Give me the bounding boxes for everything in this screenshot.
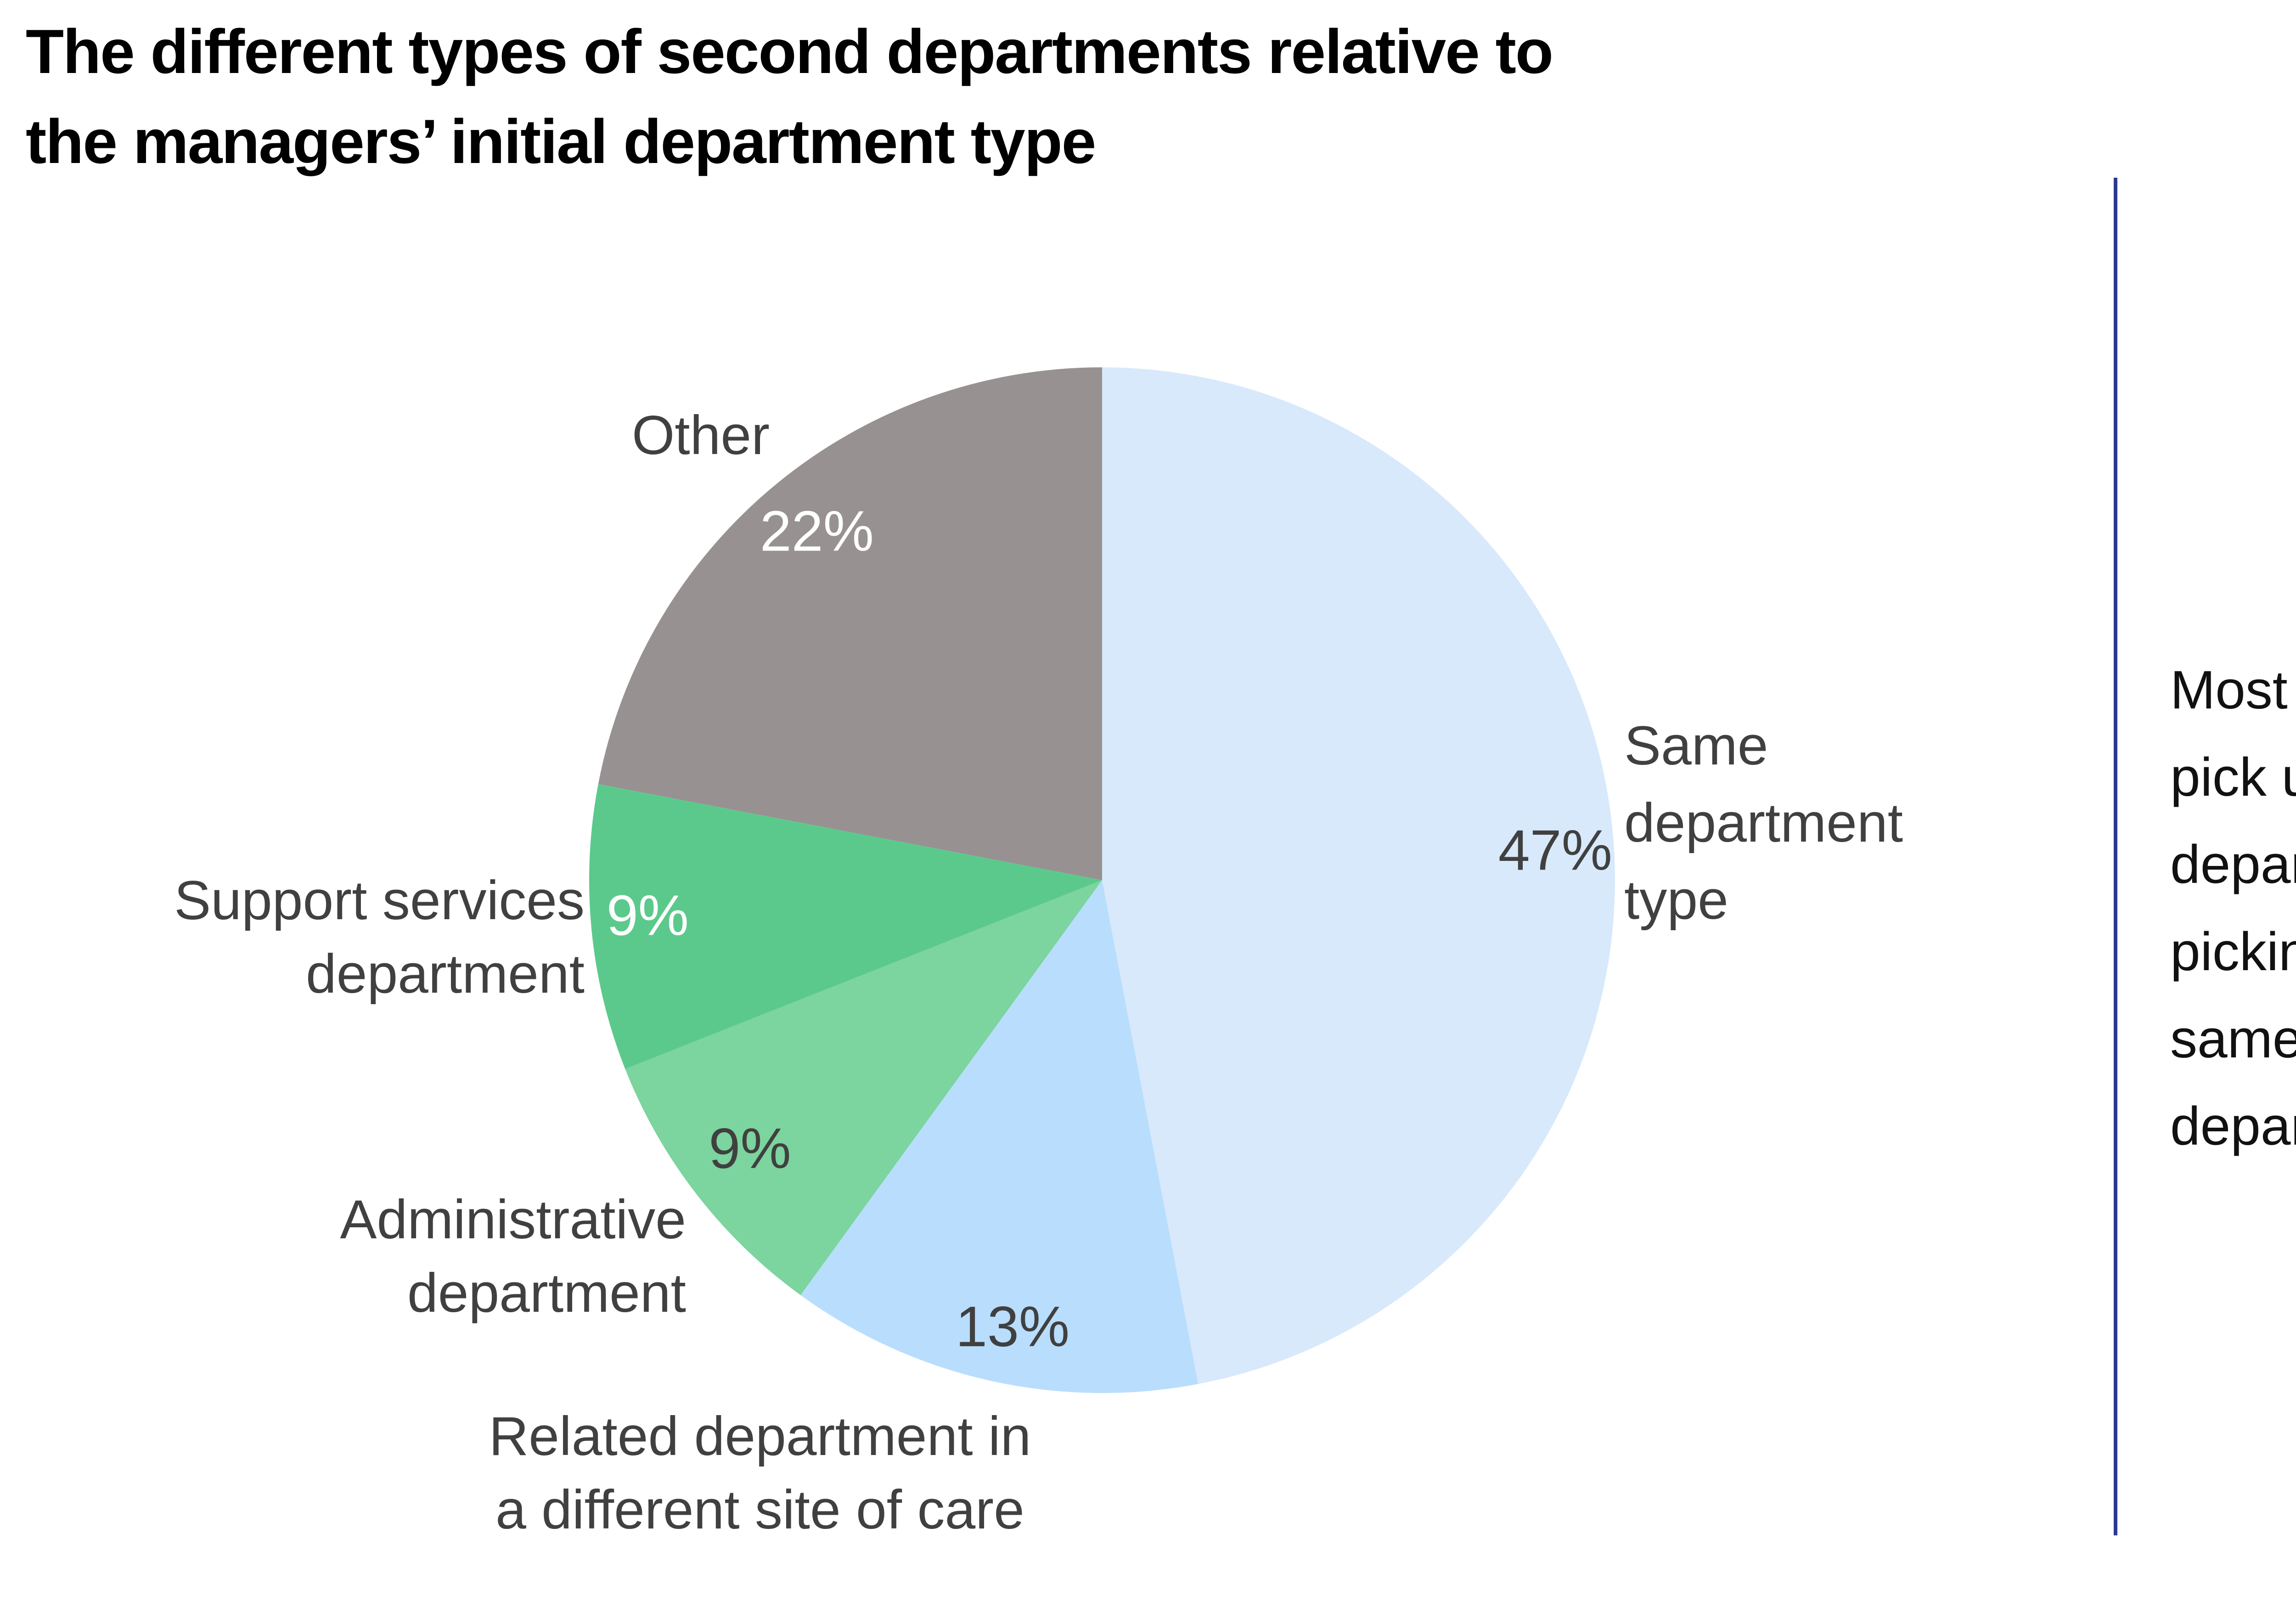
annotation-line: Most managers who — [2170, 660, 2296, 720]
annotation-line: department type — [2170, 1096, 2296, 1157]
pie-category-label-line: Same — [1624, 715, 1768, 776]
annotation-line: pick up a second — [2170, 747, 2296, 808]
chart-title-line-2: the managers’ initial department type — [26, 107, 1096, 176]
pie-percent-label-related-department-in-a-different-site-of-care: 13% — [956, 1295, 1069, 1359]
pie-slice-administrative-department — [625, 880, 1102, 1295]
pie-category-label-line: Support services — [174, 870, 585, 931]
pie-slice-related-department-in-a-different-site-of-care — [800, 880, 1199, 1393]
pie-category-label-line: a different site of care — [495, 1479, 1024, 1540]
pie-category-label-administrative-department: Administrative department — [340, 1183, 686, 1330]
annotation-line: picking one up in the — [2170, 922, 2296, 982]
pie-percent-label-support-services-department: 9% — [607, 884, 689, 948]
annotation-line: same, or related, — [2170, 1009, 2296, 1069]
annotation-line: department are — [2170, 834, 2296, 895]
pie-percent-label-administrative-department: 9% — [709, 1117, 791, 1180]
pie-category-label-support-services-department: Support services department — [174, 864, 585, 1011]
pie-category-label-line: department — [407, 1262, 686, 1324]
pie-percent-label-other: 22% — [760, 500, 874, 563]
pie-category-label-line: Related department in — [489, 1405, 1031, 1467]
pie-slice-same-department-type — [1102, 367, 1615, 1384]
pie-slice-support-services-department — [589, 784, 1102, 1069]
pie-category-label-line: Administrative — [340, 1189, 686, 1250]
annotation-text: Most managers who pick up a second departm… — [2170, 646, 2296, 1170]
pie-category-label-other: Other — [632, 399, 770, 472]
pie-percent-label-same-department-type: 47% — [1498, 819, 1612, 882]
pie-slice-other — [598, 367, 1102, 880]
pie-category-label-line: Other — [631, 405, 770, 466]
chart-title-line-1: The different types of second department… — [26, 17, 1553, 86]
pie-category-label-line: department — [1624, 792, 1903, 854]
pie-category-label-line: type — [1624, 869, 1728, 931]
pie-category-label-related-department-in-a-different-site-of-care: Related department in a different site of… — [489, 1399, 1031, 1546]
vertical-divider-line — [2114, 178, 2117, 1535]
chart-title: The different types of second department… — [26, 6, 1553, 186]
pie-category-label-line: department — [305, 943, 585, 1005]
pie-category-label-same-department-type: Same department type — [1624, 707, 1903, 938]
